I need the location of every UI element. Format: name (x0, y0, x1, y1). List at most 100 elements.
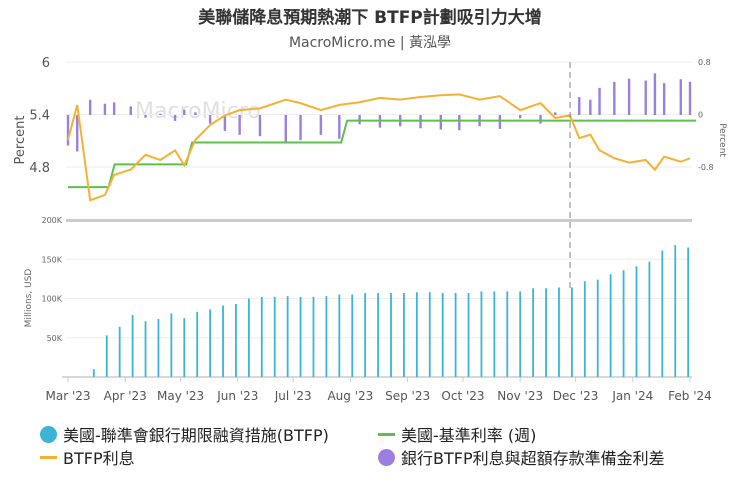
btfp-bar (454, 293, 457, 377)
line-icon (378, 432, 395, 436)
spread-bar (103, 103, 107, 115)
btfp-bar (299, 296, 302, 377)
btfp-bar (622, 270, 625, 377)
btfp-bar (325, 296, 328, 377)
btfp-bar (609, 274, 612, 377)
btfp-bar (247, 298, 250, 377)
btfp-bar (635, 266, 638, 377)
btfp-rate-line (67, 93, 691, 202)
btfp-bar (351, 294, 354, 377)
btfp-bar (183, 318, 186, 377)
spread-bar (498, 115, 502, 129)
btfp-bar (570, 287, 573, 377)
btfp-bar (273, 296, 276, 377)
chart-title: 美聯儲降息預期熱潮下 BTFP計劃吸引力大增 (198, 7, 542, 28)
x-tick-label: Dec '23 (553, 389, 599, 403)
legend-label: 美國-聯準會銀行期限融資措施(BTFP) (63, 426, 329, 445)
x-tick-label: Jul '23 (274, 389, 312, 403)
btfp-bar (545, 288, 547, 377)
x-tick-label: Mar '23 (45, 389, 90, 403)
spread-bar (319, 115, 323, 135)
spread-bar (627, 78, 631, 115)
y-tick-label: 150K (41, 255, 62, 264)
btfp-bar (558, 287, 560, 377)
spread-bar (76, 115, 79, 152)
spread-bar (112, 102, 116, 115)
spread-bar (183, 109, 186, 115)
y-tick-label: 50K (47, 334, 63, 343)
bottom-y-label: Millions, USD (24, 269, 34, 328)
btfp-bar (532, 288, 535, 377)
btfp-bar (338, 294, 341, 377)
spread-bar (653, 73, 657, 115)
btfp-bar (493, 291, 496, 377)
btfp-bar (428, 292, 431, 377)
spread-bar (518, 115, 522, 119)
spread-bar (539, 115, 542, 124)
spread-bar (688, 81, 692, 115)
spread-bar (598, 87, 601, 115)
spread-bar (458, 115, 461, 131)
spread-bar (144, 115, 147, 118)
btfp-bar (118, 326, 121, 377)
spread-bar (159, 113, 162, 115)
chart-subtitle: MacroMicro.me | 黃泓學 (289, 35, 451, 51)
legend-label: 銀行BTFP利息與超額存款準備金利差 (401, 449, 665, 468)
x-tick-label: Oct '23 (441, 389, 484, 403)
spread-bar (223, 115, 227, 131)
btfp-bar (170, 313, 173, 377)
btfp-bar (364, 293, 367, 377)
y2-tick-label: -0.8 (698, 163, 714, 172)
y-tick-label: 200K (41, 216, 62, 225)
legend-item-btfp[interactable]: 美國-聯準會銀行期限融資措施(BTFP) (40, 422, 329, 446)
spread-bar (613, 81, 616, 115)
spread-bar (439, 115, 443, 130)
x-tick-label: Aug '23 (327, 389, 373, 403)
spread-bar (338, 115, 341, 139)
spread-bar (258, 115, 262, 137)
spread-bar (208, 115, 212, 124)
spread-bar (284, 115, 287, 143)
y-tick-label: 100K (41, 295, 62, 304)
x-tick-label: Feb '24 (668, 389, 712, 403)
btfp-bar (157, 318, 160, 377)
legend-item-btfp-rate[interactable]: BTFP利息 (40, 445, 135, 469)
circle-icon (378, 448, 395, 466)
btfp-bar (648, 261, 651, 377)
btfp-bar (286, 296, 289, 377)
x-tick-label: Apr '23 (104, 389, 147, 403)
x-tick-label: Sep '23 (385, 389, 430, 403)
fed-rate-line (68, 119, 696, 189)
spread-bar (578, 97, 581, 115)
spread-bar (88, 99, 92, 115)
btfp-bar (209, 309, 212, 377)
btfp-bar (312, 296, 315, 377)
btfp-bar (583, 281, 586, 377)
legend-label: BTFP利息 (63, 449, 135, 468)
spread-bar (129, 106, 132, 115)
btfp-bar (519, 291, 522, 377)
top-y2-label: Percent (717, 123, 727, 157)
x-tick-label: Nov '23 (497, 389, 543, 403)
y-tick-label: 4.8 (29, 161, 50, 176)
btfp-bar (661, 250, 664, 377)
btfp-bar (441, 293, 444, 377)
btfp-bar (92, 369, 95, 377)
spread-bar (554, 112, 557, 115)
circle-icon (40, 425, 57, 443)
spread-bar (238, 115, 241, 135)
btfp-bar (196, 311, 199, 377)
spread-bar (644, 80, 647, 115)
legend-item-fed-rate[interactable]: 美國-基準利率 (週) (378, 422, 536, 446)
btfp-bar (144, 321, 147, 377)
legend-item-spread[interactable]: 銀行BTFP利息與超額存款準備金利差 (378, 445, 665, 469)
btfp-bar (377, 293, 379, 377)
btfp-bar (105, 335, 108, 377)
y-tick-label: 5.4 (29, 109, 50, 124)
top-y-label: Percent (13, 116, 28, 165)
spread-bar (299, 115, 302, 141)
btfp-bar (480, 291, 483, 377)
top-panel: 6 0.8 5.4 0 4.8 -0.8 (29, 56, 714, 290)
legend-label: 美國-基準利率 (週) (401, 426, 537, 445)
